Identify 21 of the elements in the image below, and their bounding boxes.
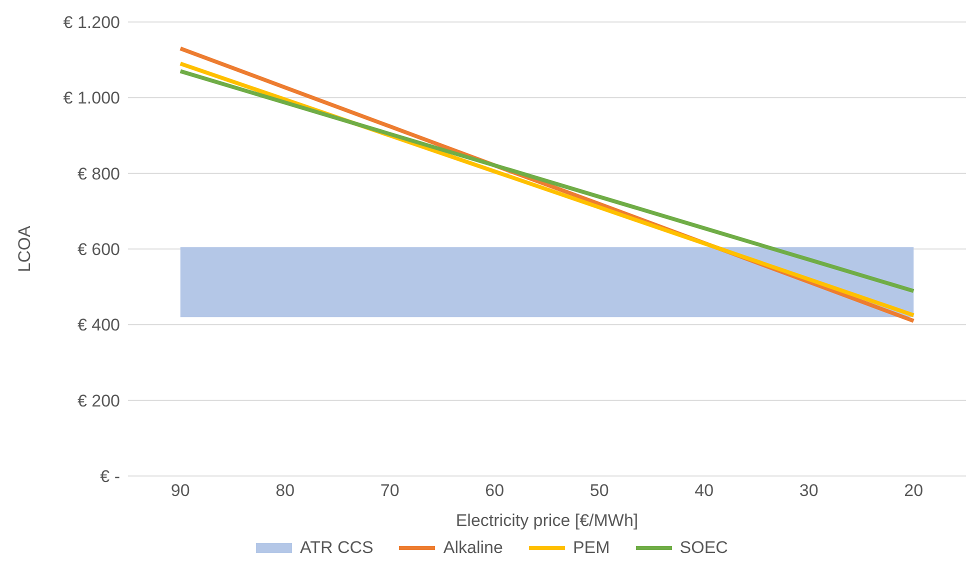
y-tick-label: € 600 [77, 240, 120, 260]
y-tick-label: € 1.000 [63, 88, 120, 108]
x-tick-label: 20 [904, 481, 924, 500]
x-tick-label: 70 [380, 481, 400, 500]
x-tick-label: 90 [170, 481, 190, 500]
x-axis-title: Electricity price [€/MWh] [456, 511, 638, 530]
x-tick-label: 30 [799, 481, 818, 500]
y-tick-label: € 800 [77, 164, 120, 184]
y-tick-label: € 400 [77, 316, 120, 335]
x-tick-label: 60 [485, 481, 504, 500]
y-tick-label: € - [100, 467, 120, 486]
x-tick-label: 80 [276, 481, 295, 500]
x-tick-label: 40 [694, 481, 714, 500]
legend-label: ATR CCS [300, 538, 374, 558]
legend-label: SOEC [680, 538, 728, 558]
legend-label: Alkaline [443, 538, 503, 558]
x-tick-label: 50 [590, 481, 609, 500]
y-tick-label: € 200 [77, 391, 120, 410]
legend-label: PEM [572, 538, 610, 558]
y-axis-title: LCOA [15, 225, 34, 272]
y-tick-label: € 1.200 [63, 13, 120, 32]
